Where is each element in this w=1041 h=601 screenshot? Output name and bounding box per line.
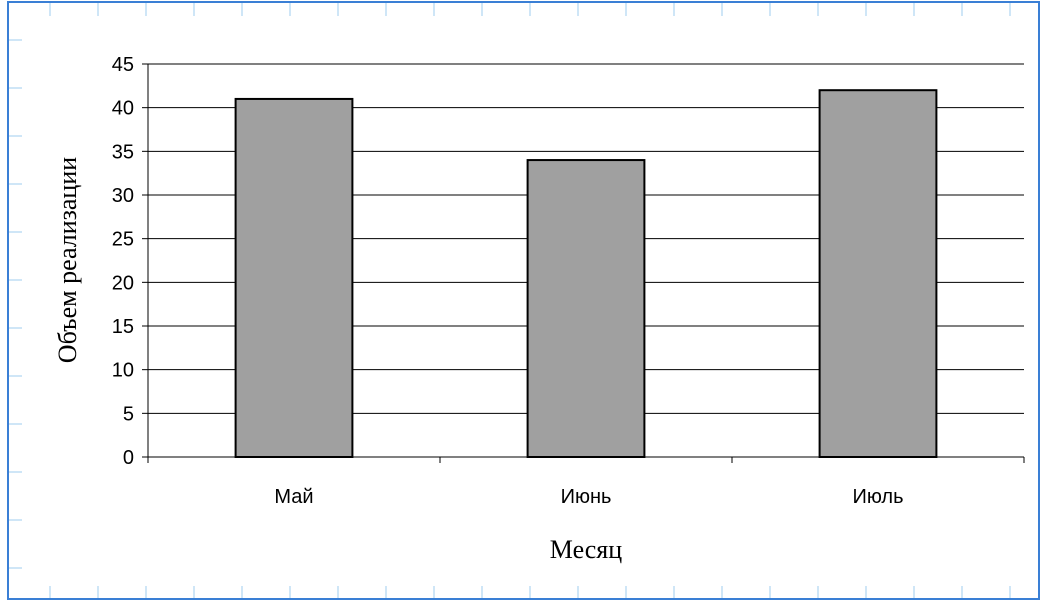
y-axis (142, 63, 149, 458)
y-tick-label: 45 (112, 54, 134, 76)
background-grid (8, 2, 1011, 599)
x-tick-label: Июнь (561, 486, 612, 508)
x-axis (147, 456, 1025, 463)
y-tick-label: 10 (112, 360, 134, 382)
x-axis-title: Месяц (550, 535, 622, 564)
x-tick-label: Май (274, 486, 313, 508)
bar-3 (818, 89, 938, 458)
y-tick-label: 40 (112, 98, 134, 120)
x-tick-label: Июль (852, 486, 903, 508)
y-tick-label: 25 (112, 229, 134, 251)
y-axis-title: Объем реализации (53, 157, 82, 363)
bars (234, 89, 938, 459)
y-tick-labels: 0 5 10 15 20 25 30 35 40 45 (112, 54, 134, 469)
x-tick-labels: Май Июнь Июль (274, 486, 903, 508)
bar-2 (526, 159, 646, 458)
y-tick-label: 20 (112, 272, 134, 294)
y-tick-label: 15 (112, 316, 134, 338)
y-tick-label: 35 (112, 141, 134, 163)
y-tick-label: 30 (112, 185, 134, 207)
y-tick-label: 5 (123, 403, 134, 425)
bar-1 (234, 97, 354, 459)
slide-frame (7, 1, 1040, 600)
y-tick-label: 0 (123, 447, 134, 469)
